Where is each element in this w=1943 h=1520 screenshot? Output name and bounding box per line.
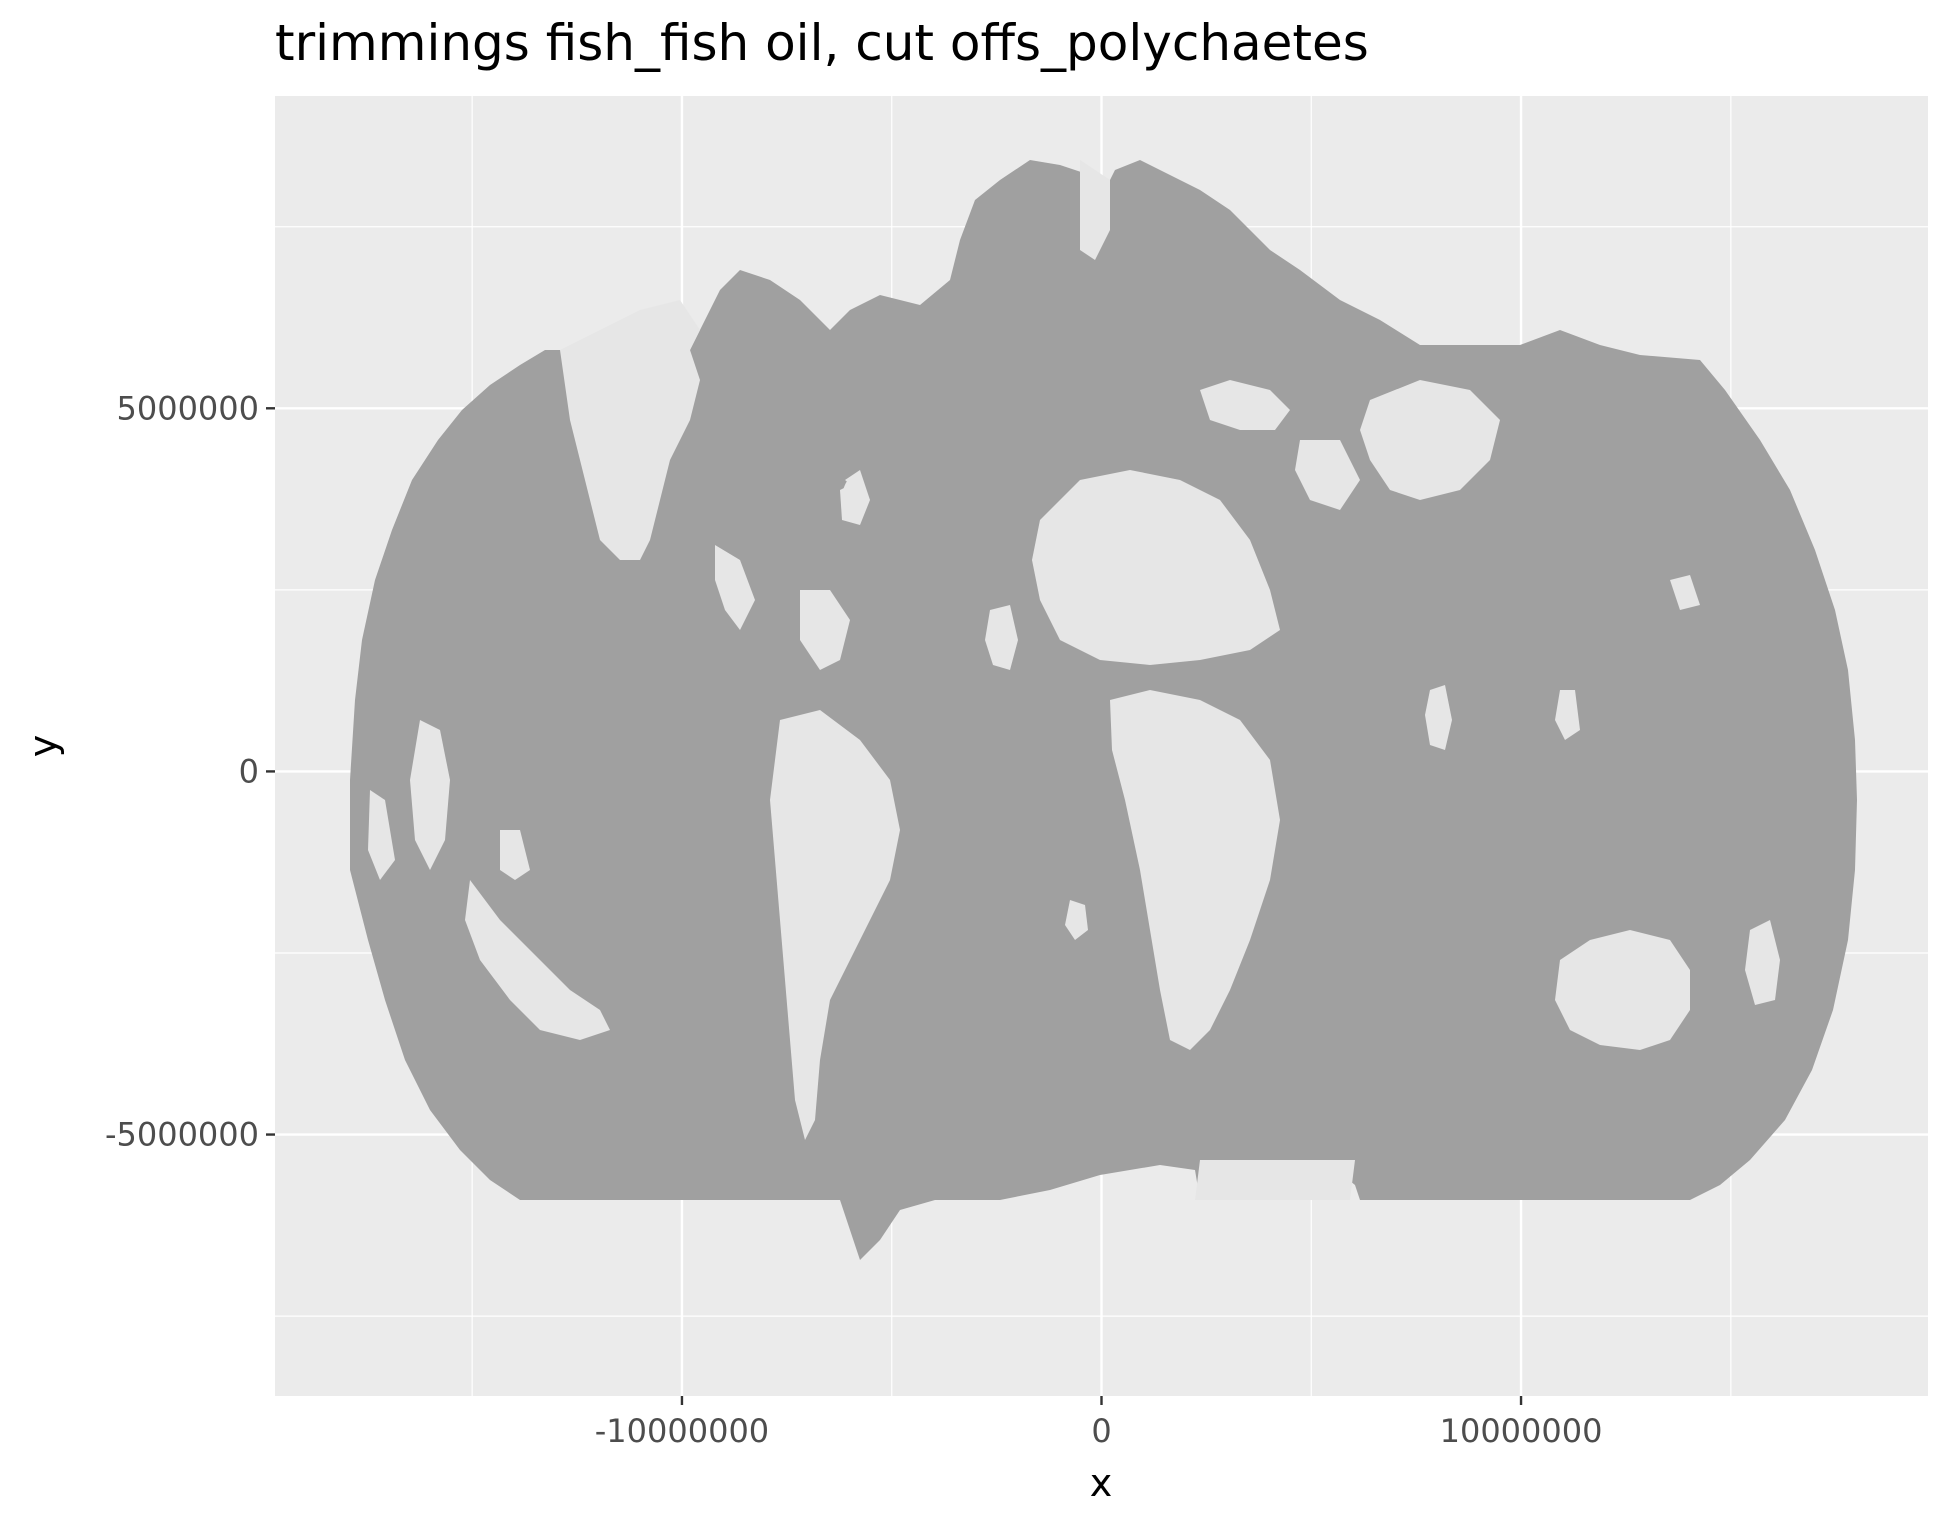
land-pacific-3 [465,880,610,1040]
land-europe [1200,380,1290,430]
land-pacific-2 [368,790,395,880]
land-greenland-gap [1080,160,1110,260]
land-atlantic-oval [842,475,865,513]
land-indian-ocean-2 [1670,575,1700,610]
land-atlantic-island-2 [1065,900,1088,940]
land-indian-ocean-1 [1425,685,1452,750]
plot-title: trimmings fish_fish oil, cut offs_polych… [275,14,1369,72]
land-pacific-1 [410,720,450,870]
x-axis: -10000000 0 10000000 [595,1396,1603,1450]
land-caribbean [800,590,850,670]
x-tick-label: 0 [1091,1412,1111,1450]
land-pacific-4 [500,830,530,880]
land-layer [368,160,1780,1200]
y-axis: 5000000 0 -5000000 [105,389,275,1154]
x-tick-label: -10000000 [595,1412,769,1450]
y-axis-title: y [21,735,65,758]
x-axis-title: x [1090,1461,1113,1505]
y-tick-label: 5000000 [116,389,259,427]
land-sahara [1032,470,1280,665]
land-north-america [560,300,700,560]
land-central-asia [1295,440,1360,510]
land-atlantic-island [985,605,1018,670]
land-africa-south [1110,690,1280,1050]
land-antarctic-gap [1195,1160,1355,1200]
land-asia [1360,380,1500,500]
x-tick-label: 10000000 [1440,1412,1603,1450]
land-new-zealand-area [1745,920,1780,1005]
land-south-america [770,710,900,1140]
y-tick-label: -5000000 [105,1116,259,1154]
land-pacific-right [1555,690,1580,740]
land-australia [1555,930,1690,1050]
y-tick-label: 0 [239,752,259,790]
land-central-america [715,545,755,630]
